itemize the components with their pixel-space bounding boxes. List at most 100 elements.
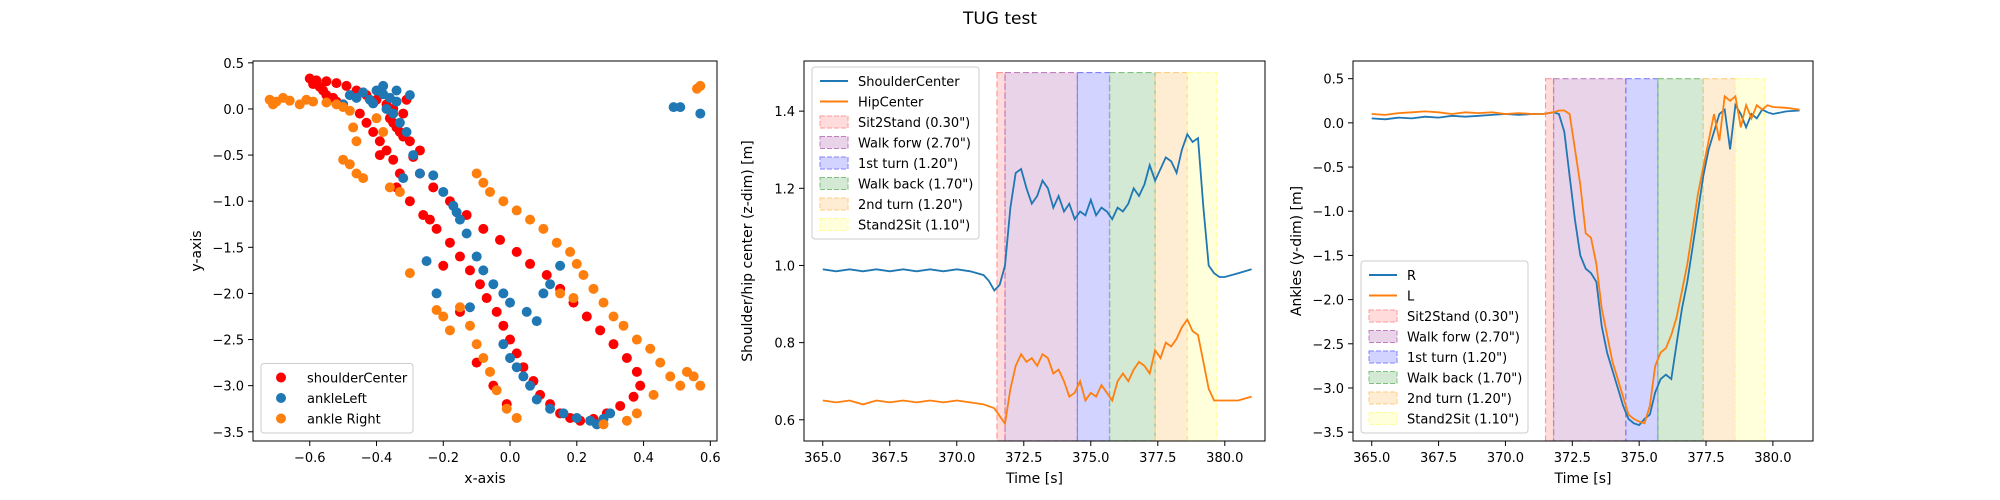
x-tick-label: 372.5 xyxy=(1005,451,1042,466)
scatter-point xyxy=(675,102,686,113)
legend-label: ShoulderCenter xyxy=(858,75,960,90)
scatter-point xyxy=(555,288,566,299)
x-tick-label: 365.0 xyxy=(1353,451,1390,466)
scatter-point xyxy=(358,173,369,184)
legend-label: Sit2Stand (0.30") xyxy=(1407,310,1519,325)
x-tick-label: 0.2 xyxy=(566,451,587,466)
scatter-point xyxy=(394,186,405,197)
scatter-point xyxy=(374,136,385,147)
legend-patch xyxy=(1368,309,1398,323)
x-axis-label: Time [s] xyxy=(1005,471,1063,487)
x-tick-label: 370.0 xyxy=(1487,451,1524,466)
chart-panel-2: 365.0 367.5 370.0 372.5 375.0 377.5 380.0 0.6 0.… xyxy=(740,60,1266,487)
x-axis-label: Time [s] xyxy=(1554,471,1612,487)
scatter-point xyxy=(378,127,389,138)
chart-panel-3: 365.0 367.5 370.0 372.5 375.0 377.5 380.0 0.5 0.… xyxy=(1289,60,1814,487)
scatter-point xyxy=(675,380,686,391)
scatter-point xyxy=(518,371,529,382)
y-tick-label: −3.0 xyxy=(1312,382,1344,397)
scatter-point xyxy=(368,127,379,138)
scatter-point xyxy=(471,339,482,350)
scatter-point xyxy=(545,403,556,414)
series-line xyxy=(1371,94,1800,425)
legend-patch xyxy=(819,197,849,211)
scatter-point xyxy=(344,105,355,116)
x-tick-label: 375.0 xyxy=(1072,451,1109,466)
legend-label: Stand2Sit (1.10") xyxy=(858,219,970,234)
scatter-point xyxy=(438,260,449,271)
figure-title: TUG test xyxy=(962,9,1037,29)
scatter-point xyxy=(308,96,319,107)
scatter-point xyxy=(294,99,305,110)
legend-label: Walk forw (2.70") xyxy=(858,137,971,152)
scatter-point xyxy=(531,394,542,405)
scatter-point xyxy=(491,385,502,396)
x-tick-label: 372.5 xyxy=(1554,451,1591,466)
legend-label: HipCenter xyxy=(858,96,924,111)
y-tick-label: −2.0 xyxy=(212,287,244,302)
scatter-point xyxy=(401,127,412,138)
scatter-point xyxy=(444,237,455,248)
chart-panel-1: −0.6 −0.4 −0.2 0.0 0.2 0.4 0.6 0.5 0.0 −0.5 −1.0 −1… xyxy=(189,57,721,487)
x-tick-label: 380.0 xyxy=(1754,451,1791,466)
scatter-point xyxy=(571,258,582,269)
scatter-point xyxy=(394,117,405,128)
legend-box xyxy=(260,363,414,434)
scatter-point xyxy=(404,90,415,101)
scatter-point xyxy=(404,196,415,207)
y-tick-label: −1.5 xyxy=(212,241,244,256)
scatter-point xyxy=(391,85,402,96)
scatter-point xyxy=(541,269,552,280)
x-tick-label: −0.2 xyxy=(427,451,459,466)
scatter-point xyxy=(485,186,496,197)
scatter-point xyxy=(608,311,619,322)
x-tick-label: −0.6 xyxy=(294,451,326,466)
y-tick-label: 0.5 xyxy=(1323,73,1344,88)
legend-patch xyxy=(1368,412,1398,425)
scatter-point xyxy=(618,320,629,331)
phase-band xyxy=(1734,78,1766,441)
scatter-point xyxy=(688,371,699,382)
legend-label: 2nd turn (1.20") xyxy=(858,198,963,213)
y-tick-label: 0.0 xyxy=(223,103,244,118)
scatter-point xyxy=(565,246,576,257)
scatter-point xyxy=(351,92,362,103)
scatter-point xyxy=(581,311,592,322)
scatter-point xyxy=(505,352,516,363)
scatter-point xyxy=(631,366,642,377)
scatter-point xyxy=(525,214,536,225)
scatter-point xyxy=(404,268,415,279)
x-tick-label: 377.5 xyxy=(1687,451,1724,466)
scatter-point xyxy=(431,305,442,316)
scatter-point xyxy=(521,306,532,317)
scatter-point xyxy=(398,108,409,119)
scatter-point xyxy=(424,214,435,225)
phase-band xyxy=(1552,78,1627,441)
scatter-point xyxy=(605,408,616,419)
scatter-point xyxy=(598,419,609,430)
legend-label: Sit2Stand (0.30") xyxy=(858,116,970,131)
scatter-point xyxy=(478,177,489,188)
scatter-point xyxy=(358,87,369,98)
y-axis-label: Ankles (y-dim) [m] xyxy=(1289,186,1305,316)
scatter-point xyxy=(388,154,399,165)
y-tick-label: 0.0 xyxy=(1323,117,1344,132)
scatter-point xyxy=(428,182,439,193)
phase-band xyxy=(1657,78,1704,441)
axes-frame xyxy=(252,60,718,442)
scatter-point xyxy=(428,170,439,181)
scatter-point xyxy=(268,99,279,110)
scatter-point xyxy=(454,214,465,225)
scatter-point xyxy=(665,371,676,382)
scatter-point xyxy=(481,293,492,304)
scatter-point xyxy=(501,403,512,414)
scatter-point xyxy=(571,412,582,423)
legend-patch xyxy=(819,115,849,129)
scatter-point xyxy=(648,389,659,400)
scatter-point xyxy=(371,113,382,124)
legend-label: 1st turn (1.20") xyxy=(1407,351,1507,366)
plot-area xyxy=(1371,78,1800,441)
scatter-point xyxy=(408,150,419,161)
scatter-point xyxy=(608,339,619,350)
